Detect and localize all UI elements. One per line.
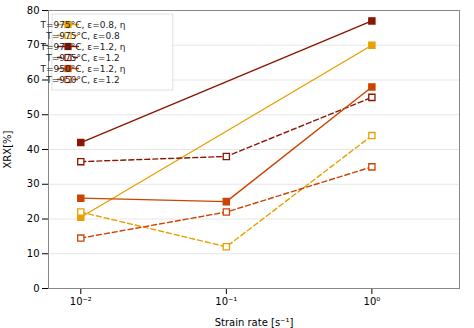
- svg-text:T=975°C, ε=0.8: T=975°C, ε=0.8: [45, 31, 120, 41]
- svg-text:T=975°C, ε=1.2, η: T=975°C, ε=1.2, η: [40, 42, 126, 52]
- svg-text:Strain rate [s⁻¹]: Strain rate [s⁻¹]: [215, 317, 294, 328]
- svg-text:20: 20: [27, 213, 40, 224]
- svg-text:10⁰: 10⁰: [364, 296, 381, 307]
- svg-text:XRX[%]: XRX[%]: [2, 130, 13, 168]
- svg-text:10⁻²: 10⁻²: [70, 296, 92, 307]
- svg-text:T=950°C, ε=1.2, η: T=950°C, ε=1.2, η: [40, 64, 126, 74]
- svg-text:10⁻¹: 10⁻¹: [215, 296, 237, 307]
- svg-text:80: 80: [27, 5, 40, 16]
- svg-text:10: 10: [27, 248, 40, 259]
- svg-text:T=975°C, ε=0.8, η: T=975°C, ε=0.8, η: [40, 20, 126, 30]
- svg-text:60: 60: [27, 74, 40, 85]
- svg-text:40: 40: [27, 144, 40, 155]
- svg-text:30: 30: [27, 178, 40, 189]
- svg-text:70: 70: [27, 39, 40, 50]
- svg-text:0: 0: [33, 283, 39, 294]
- svg-text:T=975°C, ε=1.2: T=975°C, ε=1.2: [45, 53, 119, 63]
- svg-text:T=950°C, ε=1.2: T=950°C, ε=1.2: [45, 75, 119, 85]
- svg-text:50: 50: [27, 109, 40, 120]
